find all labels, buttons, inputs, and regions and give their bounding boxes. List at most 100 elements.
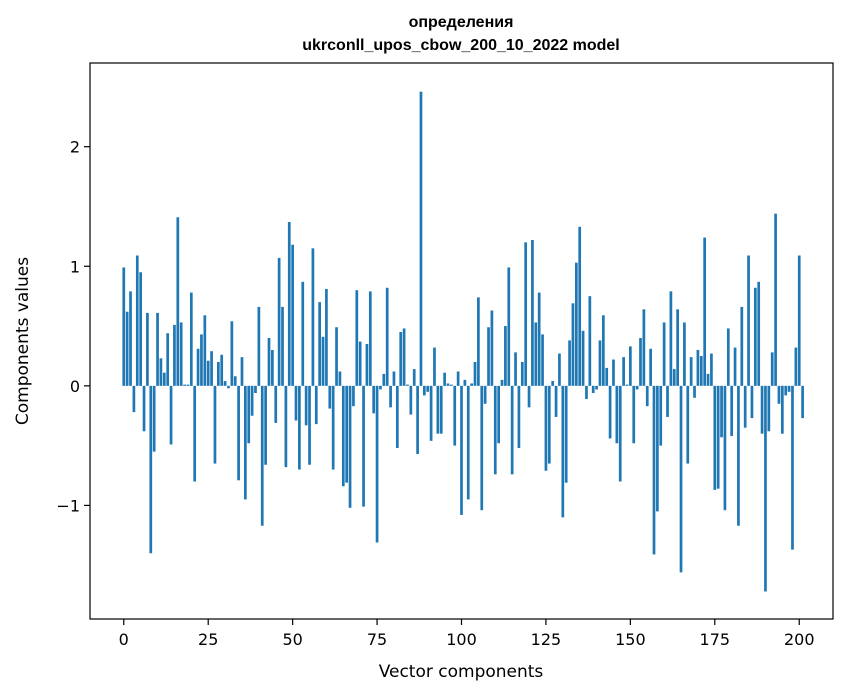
- bar-74: [372, 385, 376, 414]
- bar-29: [220, 354, 224, 386]
- y-axis-ticks: −1 0 1 2: [56, 138, 90, 515]
- bar-72: [365, 343, 369, 386]
- bar-23: [200, 334, 203, 386]
- bar-156: [649, 348, 652, 386]
- bar-77: [382, 373, 386, 386]
- bar-159: [659, 385, 663, 446]
- bar-4: [135, 255, 139, 386]
- bar-144: [608, 385, 612, 439]
- x-tick-label-8: 200: [784, 630, 815, 649]
- bar-142: [601, 315, 605, 386]
- bar-53: [301, 281, 305, 386]
- x-tick-label-7: 175: [700, 630, 731, 649]
- bar-185: [747, 255, 750, 386]
- bar-18: [183, 384, 186, 386]
- bar-130: [561, 385, 565, 518]
- bar-82: [399, 332, 403, 386]
- bar-10: [156, 312, 159, 386]
- bar-2: [129, 291, 132, 386]
- bar-183: [740, 306, 744, 386]
- bar-123: [537, 292, 541, 386]
- bar-154: [642, 309, 646, 386]
- bar-49: [287, 222, 291, 386]
- bar-36: [244, 385, 247, 500]
- bar-8: [149, 385, 153, 554]
- bar-132: [568, 340, 571, 386]
- bar-177: [720, 385, 723, 438]
- bar-73: [368, 291, 372, 386]
- bar-88: [419, 91, 423, 386]
- bar-193: [774, 213, 777, 386]
- bar-128: [554, 385, 558, 417]
- x-tick-label-2: 50: [282, 630, 302, 649]
- bar-112: [500, 379, 504, 386]
- bar-40: [257, 306, 261, 386]
- bar-150: [629, 346, 632, 386]
- bar-76: [379, 385, 382, 390]
- bar-12: [162, 372, 166, 386]
- bar-52: [298, 385, 301, 470]
- bar-171: [699, 355, 703, 386]
- bar-60: [325, 288, 328, 386]
- bar-69: [355, 290, 359, 386]
- bar-9: [152, 385, 156, 452]
- bar-164: [676, 309, 679, 386]
- bar-138: [588, 296, 592, 386]
- bar-119: [524, 242, 528, 386]
- bar-3: [132, 385, 136, 413]
- bar-201: [801, 385, 804, 419]
- bar-100: [460, 385, 463, 515]
- bar-189: [760, 385, 764, 434]
- x-tick-label-0: 0: [119, 630, 129, 649]
- bars-group: [122, 91, 804, 592]
- bar-31: [227, 385, 230, 389]
- bar-15: [173, 324, 176, 386]
- bar-194: [777, 385, 781, 404]
- bar-99: [456, 371, 460, 386]
- bar-14: [169, 385, 173, 445]
- bar-186: [750, 385, 754, 419]
- bar-20: [189, 292, 193, 386]
- bar-0: [122, 267, 126, 386]
- bar-44: [271, 349, 274, 386]
- bar-146: [615, 385, 619, 444]
- bar-90: [426, 385, 430, 392]
- bar-160: [662, 322, 666, 386]
- bar-42: [264, 385, 267, 465]
- bar-87: [416, 385, 419, 454]
- bar-173: [706, 373, 710, 386]
- bar-172: [703, 237, 707, 386]
- bar-43: [267, 338, 271, 386]
- bar-118: [520, 361, 524, 386]
- bar-70: [358, 341, 362, 386]
- bar-83: [402, 328, 406, 386]
- bar-5: [139, 272, 143, 386]
- bar-32: [230, 321, 234, 386]
- bar-45: [274, 385, 278, 423]
- bar-68: [352, 385, 355, 407]
- bar-81: [395, 385, 399, 449]
- bar-25: [206, 360, 210, 386]
- bar-51: [294, 385, 298, 421]
- bar-95: [443, 372, 446, 386]
- bar-139: [591, 385, 595, 394]
- y-axis-label: Components values: [13, 257, 33, 425]
- bar-54: [304, 385, 308, 426]
- bar-91: [429, 385, 433, 441]
- bar-103: [470, 383, 473, 386]
- bar-64: [338, 371, 342, 386]
- bar-184: [743, 385, 747, 428]
- bar-149: [625, 384, 629, 386]
- bar-166: [683, 322, 686, 386]
- bar-179: [726, 328, 730, 386]
- bar-26: [210, 351, 213, 386]
- bar-178: [723, 385, 727, 511]
- bar-161: [666, 385, 669, 417]
- bar-106: [480, 385, 484, 511]
- bar-107: [483, 385, 487, 404]
- bar-22: [196, 348, 200, 386]
- bar-62: [331, 385, 335, 470]
- bar-111: [497, 385, 501, 444]
- bar-127: [551, 381, 555, 386]
